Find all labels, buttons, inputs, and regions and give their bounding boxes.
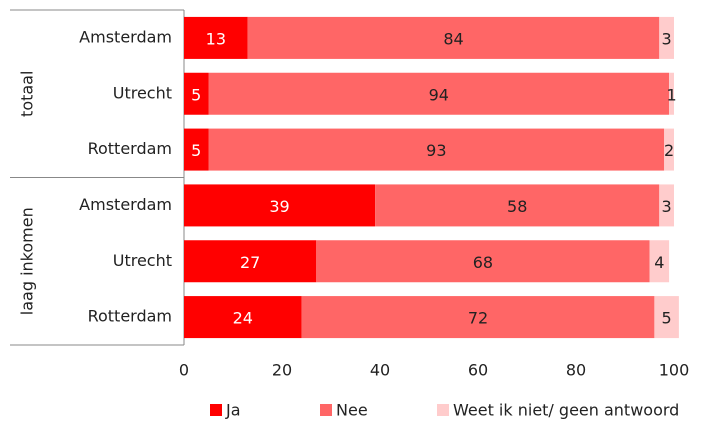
x-tick-label: 100 — [659, 361, 690, 380]
y-tick-label: Utrecht — [113, 251, 172, 270]
data-label: 68 — [473, 253, 493, 272]
data-label: 24 — [233, 309, 253, 328]
bar-segment — [208, 72, 670, 115]
data-label: 13 — [206, 29, 226, 48]
group-label: laag inkomen — [18, 207, 37, 315]
x-tick-label: 0 — [179, 361, 189, 380]
data-label: 93 — [426, 141, 446, 160]
data-label: 58 — [507, 197, 527, 216]
bar-segment — [184, 16, 248, 59]
x-tick-label: 40 — [370, 361, 390, 380]
bar-segment — [208, 128, 665, 171]
bar-segment — [184, 240, 317, 283]
x-tick-label: 80 — [566, 361, 586, 380]
bar-segment — [659, 16, 674, 59]
bar-segment — [184, 296, 302, 339]
data-label: 5 — [191, 141, 201, 160]
legend-label: Ja — [225, 401, 241, 420]
y-tick-label: Rotterdam — [88, 139, 172, 158]
bar-segment — [316, 240, 650, 283]
bar-segment — [375, 184, 660, 227]
data-label: 94 — [429, 85, 449, 104]
data-label: 1 — [666, 85, 676, 104]
data-label: 4 — [654, 253, 664, 272]
data-label: 27 — [240, 253, 260, 272]
legend-label: Nee — [336, 401, 368, 420]
y-tick-label: Utrecht — [113, 83, 172, 102]
data-label: 5 — [191, 85, 201, 104]
x-tick-label: 20 — [272, 361, 292, 380]
legend-swatch — [210, 404, 222, 416]
bar-segment — [659, 184, 674, 227]
legend-label: Weet ik niet/ geen antwoord — [453, 401, 679, 420]
x-tick-label: 60 — [468, 361, 488, 380]
bar-segment — [649, 240, 670, 283]
data-label: 39 — [269, 197, 289, 216]
data-label: 72 — [468, 309, 488, 328]
y-tick-label: Amsterdam — [79, 27, 172, 46]
bar-segment — [184, 72, 209, 115]
bar-segment — [654, 296, 679, 339]
group-label: totaal — [18, 71, 37, 117]
legend-swatch — [320, 404, 332, 416]
y-tick-label: Rotterdam — [88, 307, 172, 326]
bar-segment — [664, 128, 674, 171]
data-label: 84 — [443, 29, 463, 48]
data-label: 3 — [662, 197, 672, 216]
data-label: 3 — [662, 29, 672, 48]
data-label: 2 — [664, 141, 674, 160]
bar-segment — [184, 184, 376, 227]
y-tick-label: Amsterdam — [79, 195, 172, 214]
bar-segment — [669, 72, 674, 115]
bar-segment — [184, 128, 209, 171]
legend-swatch — [437, 404, 449, 416]
data-label: 5 — [662, 309, 672, 328]
bar-segment — [247, 16, 660, 59]
bar-segment — [301, 296, 655, 339]
